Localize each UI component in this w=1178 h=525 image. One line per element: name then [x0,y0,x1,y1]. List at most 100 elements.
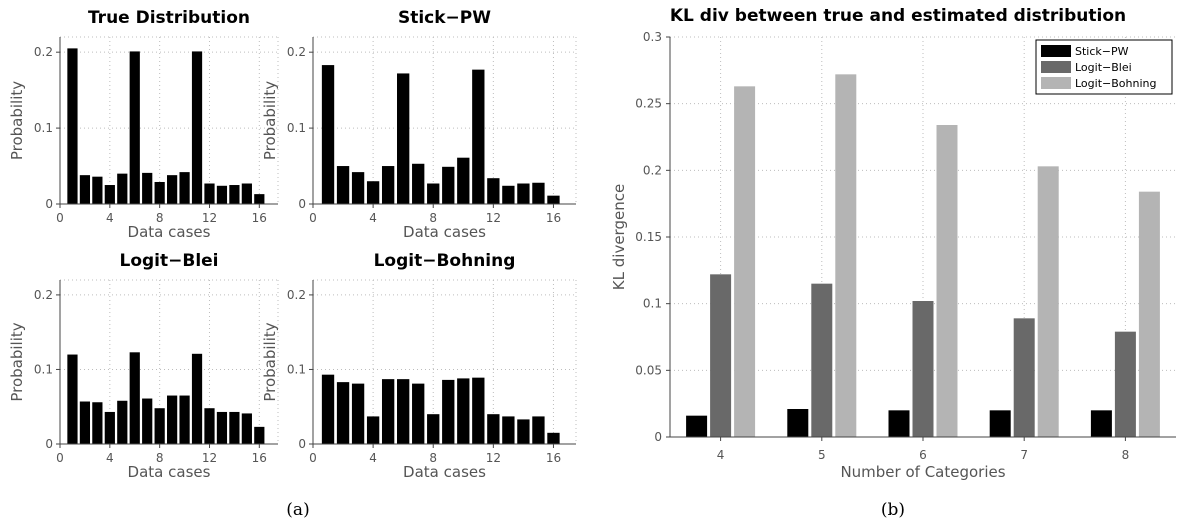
x-tick-label: 4 [717,448,725,462]
bar [366,416,380,444]
y-tick-label: 0 [45,197,53,211]
small-chart-4: 0 4 8 12 16 0 0.1 0.2 Logit−Bohning Data cases Pro… [261,251,577,481]
x-tick-label: 12 [486,211,501,225]
y-tick-label: 0.15 [635,230,662,244]
x-tick-label: 12 [202,451,217,465]
x-tick-label: 5 [818,448,826,462]
bar [381,379,395,444]
legend-swatch [1041,77,1071,89]
bar [129,352,140,444]
x-axis-label: Data cases [403,463,486,481]
bar [191,353,203,444]
bar [502,416,515,444]
x-tick-label: 0 [309,211,317,225]
x-tick-label: 8 [156,451,164,465]
bar [351,172,365,204]
bar [442,379,455,444]
x-tick-label: 7 [1020,448,1028,462]
bar [381,166,395,204]
y-tick-label: 0.1 [34,121,53,135]
bar [397,73,410,204]
x-tick-label: 0 [309,451,317,465]
bar [254,194,265,204]
bar [179,172,190,204]
y-tick-label: 0.1 [287,362,306,376]
bar [532,182,545,204]
bar [547,432,560,444]
y-tick-label: 0 [298,437,306,451]
legend-label: Stick−PW [1075,45,1129,58]
x-axis-label: Data cases [128,463,211,481]
bar [442,166,455,204]
legend-swatch [1041,45,1071,57]
panel-label-b: (b) [881,500,905,520]
legend-label: Logit−Bohning [1075,77,1156,90]
y-tick-label: 0.3 [643,30,662,44]
bar [351,383,365,444]
x-tick-label: 16 [546,211,561,225]
bar [397,379,410,444]
bar [216,185,228,204]
bar [229,411,240,444]
bar [457,378,470,444]
x-tick-label: 8 [429,451,437,465]
small-chart-3: 0 4 8 12 16 0 0.1 0.2 Logit−Blei Data cases Probab… [8,251,279,481]
bar [1037,166,1059,438]
x-tick-label: 0 [56,211,64,225]
bar [936,125,958,437]
x-tick-label: 4 [106,451,114,465]
bar [92,176,103,204]
bar [502,185,515,204]
y-axis-label: Probability [261,81,279,160]
x-tick-label: 4 [369,451,377,465]
x-axis-label: Number of Categories [840,463,1005,481]
y-tick-label: 0 [298,197,306,211]
bar [117,400,128,444]
bar [472,69,485,205]
bar [79,401,91,444]
bar [67,354,78,444]
chart-title: Logit−Bohning [374,251,516,271]
y-axis-label: Probability [8,322,26,401]
x-axis-label: Data cases [128,223,211,241]
bar [241,183,252,204]
bar [787,409,809,437]
legend: Stick−PW Logit−Blei Logit−Bohning [1035,39,1173,95]
x-tick-label: 4 [106,211,114,225]
bar [472,377,485,444]
panel-b-kl-divergence-chart: 0 0.05 0.1 0.15 0.2 0.25 0.3 4 5 6 7 8 KL div betwee… [610,6,1176,481]
y-tick-label: 0.2 [643,163,662,177]
bar [321,374,335,444]
bar [167,395,178,444]
bar [547,195,560,204]
bar [710,274,732,437]
bar [216,411,228,444]
bar [888,410,910,437]
x-tick-label: 0 [56,451,64,465]
bar [229,185,240,204]
chart-title: True Distribution [88,8,250,28]
bar [241,413,252,444]
y-tick-label: 0 [45,437,53,451]
y-tick-label: 0.1 [643,297,662,311]
bar [835,74,857,437]
bar [104,411,115,444]
y-tick-label: 0.1 [287,121,306,135]
bar [336,382,350,444]
bar [254,426,265,444]
y-tick-label: 0 [654,430,662,444]
bar [154,181,165,204]
bar [142,172,153,204]
bar [427,414,440,444]
x-tick-label: 16 [546,451,561,465]
x-tick-label: 8 [1122,448,1130,462]
bar [532,416,545,444]
bar [517,419,530,444]
y-axis-label: Probability [8,81,26,160]
bar [989,410,1011,437]
bar [92,402,103,444]
x-tick-label: 12 [202,211,217,225]
bar [734,86,756,437]
y-tick-label: 0.2 [287,45,306,59]
bar [154,408,165,444]
